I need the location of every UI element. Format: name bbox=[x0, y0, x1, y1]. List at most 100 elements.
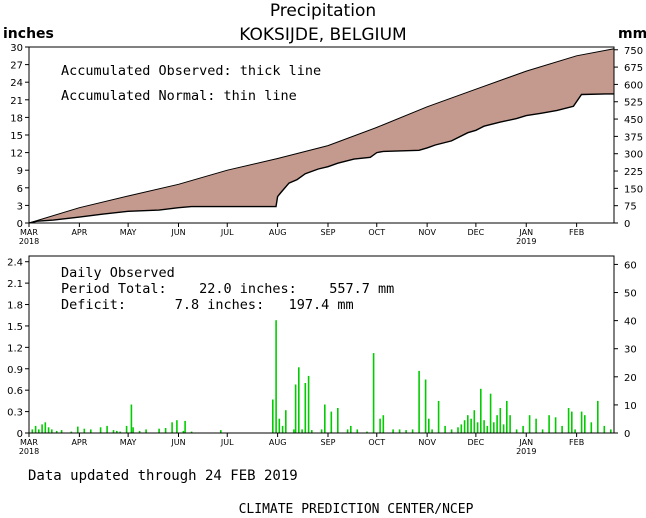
daily-bar bbox=[38, 429, 40, 433]
y-tick-label-mm: 375 bbox=[624, 132, 643, 143]
daily-bar bbox=[337, 408, 339, 433]
daily-bar-layer bbox=[31, 320, 612, 434]
daily-bar bbox=[164, 428, 167, 433]
y-tick-label-mm: 75 bbox=[624, 202, 637, 213]
x-tick-label-month: SEP bbox=[321, 438, 336, 447]
accumulated-observed-line bbox=[28, 93, 614, 224]
daily-bar bbox=[176, 420, 178, 433]
daily-bar bbox=[51, 429, 53, 433]
daily-bar bbox=[346, 429, 349, 433]
y-tick-label-inches: 6 bbox=[17, 184, 23, 195]
daily-bar bbox=[356, 429, 359, 433]
deficit-text: Deficit: 7.8 inches: 197.4 mm bbox=[61, 297, 354, 313]
accumulated-axes: 0369121518212427300751502253003754505256… bbox=[10, 43, 643, 246]
daily-bar bbox=[116, 430, 118, 433]
x-tick-label-month: MAR bbox=[20, 228, 38, 237]
y-tick-label-inches: 0.9 bbox=[7, 365, 23, 376]
daily-bar bbox=[99, 427, 102, 433]
daily-bar bbox=[561, 425, 563, 433]
left-unit-label: inches bbox=[3, 26, 54, 42]
daily-bar bbox=[278, 418, 281, 433]
y-tick-label-mm: 10 bbox=[624, 401, 637, 412]
y-tick-label-mm: 60 bbox=[624, 260, 637, 271]
daily-bar bbox=[467, 415, 469, 433]
x-tick-label-month: JAN bbox=[518, 228, 533, 237]
daily-bar bbox=[470, 418, 472, 433]
daily-observed-heading: Daily Observed bbox=[61, 265, 175, 281]
chart-location: KOKSIJDE, BELGIUM bbox=[239, 25, 406, 45]
y-tick-label-mm: 450 bbox=[624, 115, 643, 126]
x-tick-label-month: JUN bbox=[170, 438, 185, 447]
x-tick-label-month: APR bbox=[71, 228, 87, 237]
daily-panel: 0 0.3 0.6 0.9 1.2 1.5 1.8 2.1 2.4 0 10 20 30 40 50 60 MA… bbox=[7, 255, 637, 456]
y-tick-label-inches: 2.1 bbox=[7, 279, 23, 290]
daily-bar bbox=[301, 429, 303, 433]
daily-bar bbox=[574, 429, 576, 433]
daily-bar bbox=[603, 425, 606, 433]
daily-bar bbox=[610, 429, 612, 433]
x-tick-label-month: NOV bbox=[418, 228, 436, 237]
daily-bar bbox=[473, 410, 476, 433]
x-tick-label-year: 2019 bbox=[516, 237, 536, 246]
daily-bar bbox=[431, 429, 433, 433]
y-tick-label-mm: 150 bbox=[624, 184, 643, 195]
y-tick-label-inches: 12 bbox=[10, 149, 23, 160]
x-tick-label-month: MAR bbox=[20, 438, 38, 447]
y-tick-label-inches: 0 bbox=[17, 429, 23, 440]
daily-bar bbox=[444, 425, 446, 433]
y-tick-label-mm: 50 bbox=[624, 289, 637, 300]
y-tick-label-mm: 525 bbox=[624, 98, 643, 109]
daily-bar bbox=[184, 420, 186, 433]
chart-title: Precipitation bbox=[270, 1, 376, 21]
daily-bar bbox=[158, 428, 160, 433]
daily-bar bbox=[372, 353, 375, 433]
daily-bar bbox=[132, 427, 134, 433]
y-tick-label-inches: 15 bbox=[10, 131, 23, 142]
y-tick-label-inches: 3 bbox=[17, 201, 23, 212]
daily-bar bbox=[392, 429, 394, 433]
right-unit-label: mm bbox=[618, 26, 646, 42]
daily-bar bbox=[304, 383, 307, 433]
daily-bar bbox=[535, 418, 537, 433]
y-tick-label-inches: 21 bbox=[10, 96, 23, 107]
accumulated-normal-line bbox=[28, 48, 615, 224]
x-tick-label-month: APR bbox=[71, 438, 87, 447]
daily-bar bbox=[483, 420, 485, 433]
y-tick-label-inches: 1.5 bbox=[7, 322, 23, 333]
daily-axes: 0 0.3 0.6 0.9 1.2 1.5 1.8 2.1 2.4 0 10 20 30 40 50 60 MA… bbox=[7, 258, 637, 456]
y-tick-label-inches: 27 bbox=[10, 61, 23, 72]
y-tick-label-inches: 18 bbox=[10, 113, 23, 124]
daily-bar bbox=[424, 379, 427, 433]
daily-bar bbox=[44, 422, 47, 433]
daily-bar bbox=[460, 424, 463, 433]
daily-bar bbox=[77, 426, 79, 433]
daily-bar bbox=[463, 420, 466, 433]
daily-bar bbox=[47, 427, 50, 433]
daily-bar bbox=[285, 410, 287, 433]
daily-bar bbox=[418, 370, 420, 433]
x-tick-label-month: DEC bbox=[467, 228, 484, 237]
daily-bar bbox=[293, 429, 295, 433]
x-tick-label-year: 2018 bbox=[19, 447, 39, 456]
daily-bar bbox=[506, 400, 508, 433]
x-tick-label-month: JUL bbox=[220, 228, 234, 237]
y-tick-label-inches: 0.3 bbox=[7, 408, 23, 419]
y-tick-label-inches: 0.6 bbox=[7, 386, 23, 397]
x-tick-label-month: DEC bbox=[467, 438, 484, 447]
x-tick-label-month: SEP bbox=[321, 228, 336, 237]
daily-bar bbox=[330, 411, 333, 433]
daily-bar bbox=[83, 428, 86, 433]
daily-bar bbox=[55, 430, 58, 433]
daily-bar bbox=[106, 425, 108, 433]
deficit-fill-layer bbox=[28, 48, 615, 224]
x-tick-label-month: FEB bbox=[569, 438, 584, 447]
y-tick-label-mm: 300 bbox=[624, 150, 643, 161]
x-tick-label-month: AUG bbox=[269, 438, 287, 447]
daily-bar bbox=[493, 422, 495, 433]
daily-bar bbox=[515, 429, 518, 433]
x-tick-label-year: 2018 bbox=[19, 237, 39, 246]
daily-bar bbox=[489, 393, 492, 433]
daily-bar bbox=[437, 400, 440, 433]
daily-bar bbox=[548, 415, 550, 433]
